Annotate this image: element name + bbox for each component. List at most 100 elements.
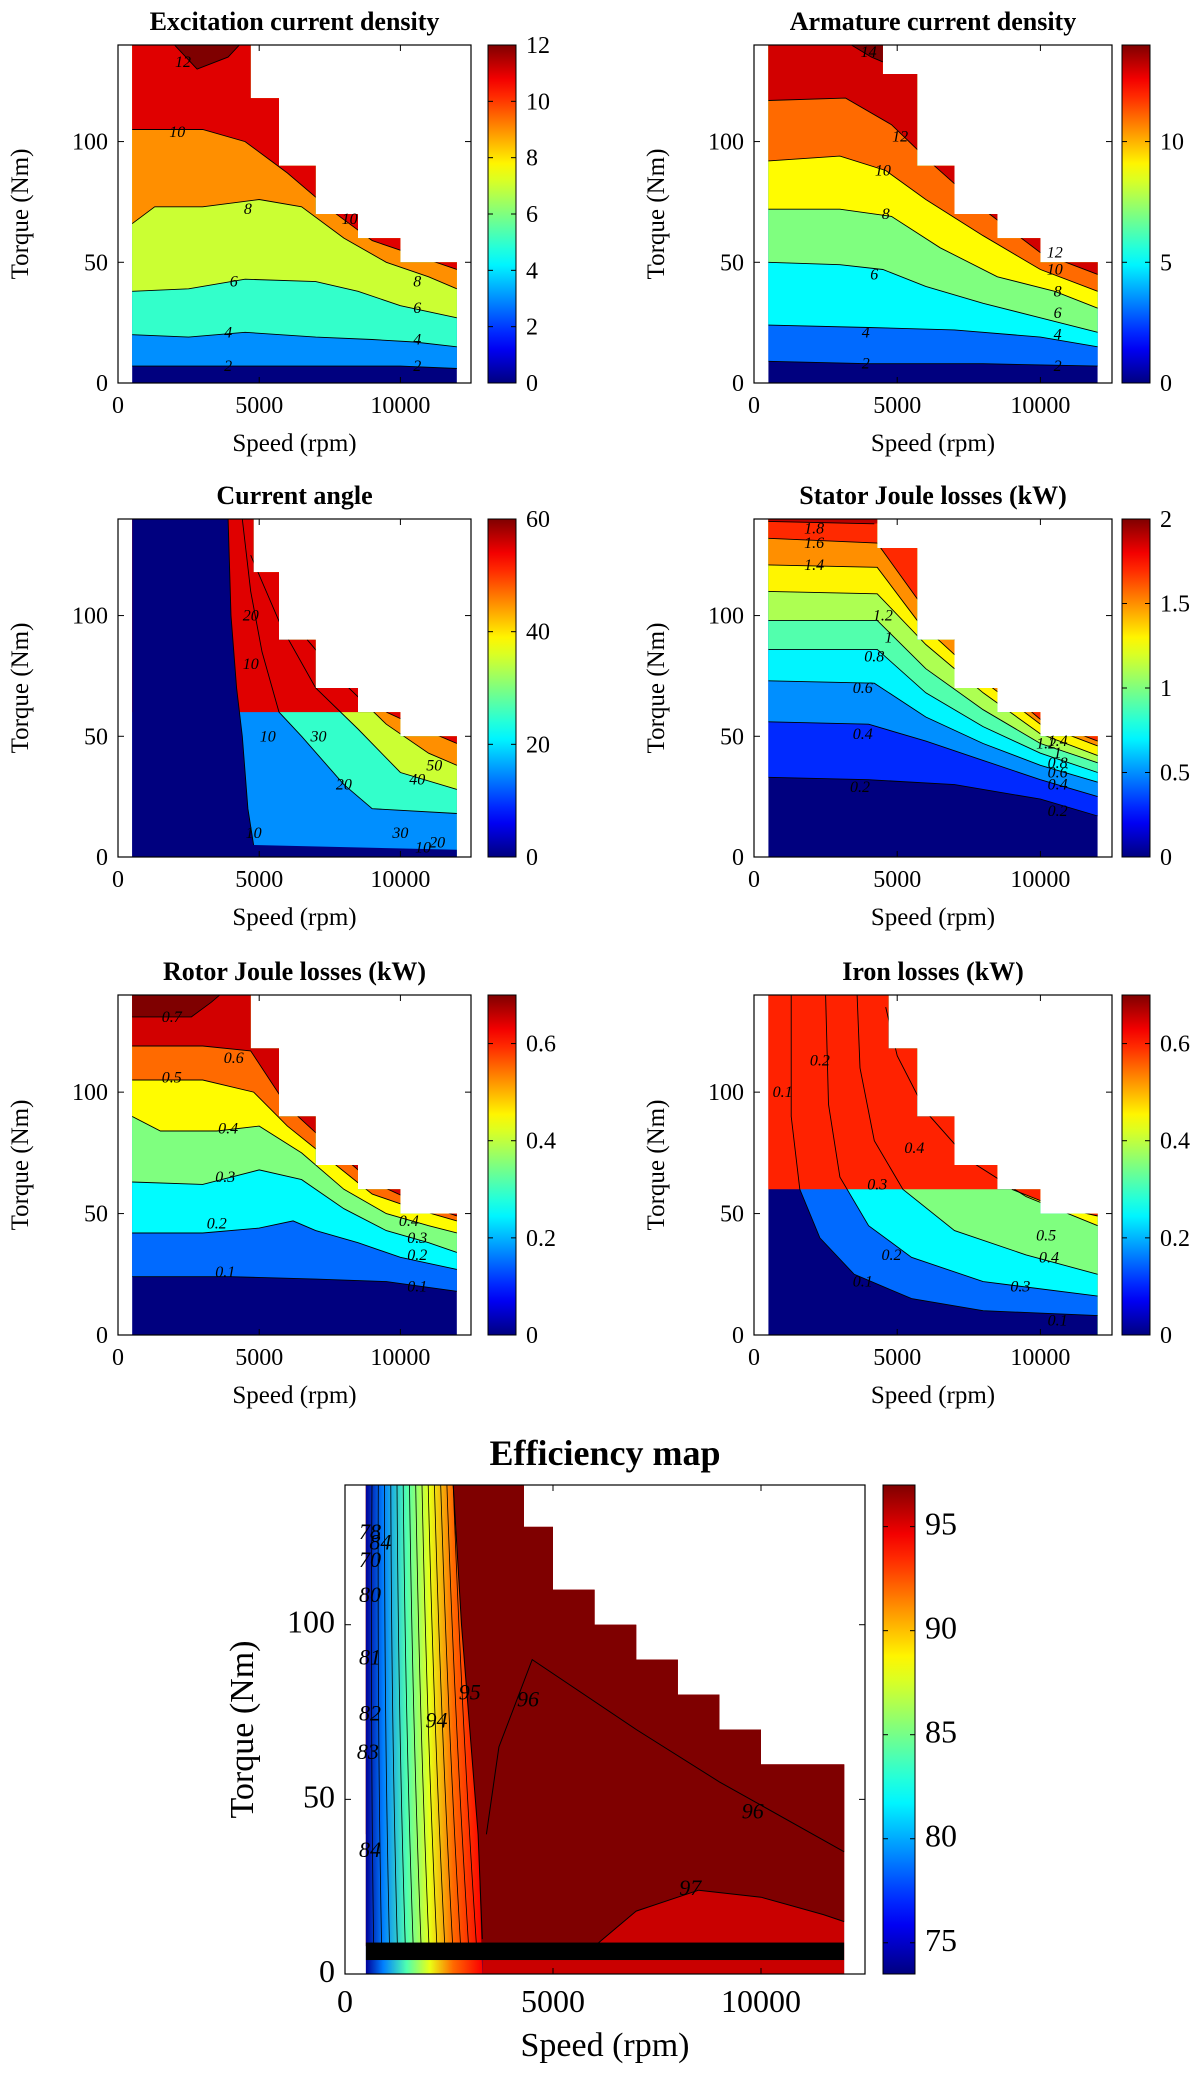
- contour-lines: [790, 995, 1098, 1317]
- y-tick-label: 50: [84, 1202, 108, 1228]
- y-tick-label: 50: [720, 250, 744, 276]
- contour-label: 0.3: [215, 1169, 235, 1186]
- colorbar-tick-label: 0.6: [1160, 1032, 1190, 1058]
- contour-line: [768, 520, 875, 525]
- contour-label: 0.4: [904, 1140, 924, 1157]
- contour-label: 8: [1054, 283, 1062, 300]
- colorbar: [1121, 994, 1151, 1336]
- contour-label: 0.2: [850, 779, 870, 796]
- y-tick-label: 100: [72, 1080, 108, 1106]
- x-tick-label: 10000: [721, 1983, 801, 2019]
- contour-label: 8: [882, 206, 890, 223]
- colorbar-tick-label: 0: [1160, 371, 1172, 397]
- colorbar-tick-label: 0.4: [1160, 1129, 1190, 1155]
- contour-line: [227, 519, 255, 845]
- contour-lines: [768, 45, 1098, 367]
- colorbar-tick-label: 10: [1160, 130, 1184, 156]
- contour-label: 8: [244, 201, 252, 218]
- contour-label: 0.4: [1039, 1249, 1059, 1266]
- y-tick-label: 50: [84, 724, 108, 750]
- contour-label: 2: [862, 356, 870, 373]
- contour-band: [132, 995, 457, 1017]
- contour-line: [768, 619, 1098, 764]
- contour-line: [132, 199, 457, 290]
- colorbar-tick-label: 0: [1160, 845, 1172, 871]
- contour-fills: [365, 1485, 845, 1974]
- contour-labels: 0.1 0.2 0.1 0.2 0.3 0.4 0.5 0.4 0.3 0.1: [773, 1053, 1068, 1330]
- colorbar-tick-label: 0: [526, 371, 538, 397]
- contour-label: 95: [459, 1680, 481, 1705]
- colorbar-tick-label: 0: [526, 1323, 538, 1349]
- contour-label: 0.6: [853, 680, 873, 697]
- contour-label: 0.2: [882, 1247, 902, 1264]
- contour-label: 0.6: [1048, 765, 1068, 782]
- contour-label: 30: [391, 825, 408, 842]
- colorbar-tick-label: 60: [526, 507, 550, 533]
- axes-box: [117, 518, 472, 858]
- contour-line: [768, 155, 1098, 292]
- x-tick-label: 10000: [370, 867, 430, 893]
- contour-label: 10: [875, 163, 891, 180]
- contour-label: 0.1: [407, 1278, 427, 1295]
- y-tick-label: 50: [303, 1778, 335, 1814]
- contour-line: [174, 45, 240, 70]
- x-axis-label: Speed (rpm): [232, 430, 356, 457]
- y-tick-label: 0: [732, 845, 744, 871]
- contour-label: 10: [415, 839, 431, 856]
- colorbar-tick-label: 4: [526, 258, 538, 284]
- contour-line: [409, 1485, 422, 1947]
- contour-line: [856, 995, 1098, 1275]
- contour-label: 84: [369, 1529, 391, 1554]
- panel-4: 0.20.40.60.811.21.41.61.81.41.210.80.60.…: [643, 481, 1190, 931]
- contour-line: [768, 776, 1098, 817]
- contour-label: 0.3: [867, 1176, 887, 1193]
- x-axis-label: Speed (rpm): [871, 430, 995, 457]
- contour-fills: [132, 45, 457, 383]
- contour-artifact: [365, 1942, 845, 1961]
- colorbar-tick-label: 0: [526, 845, 538, 871]
- y-tick-label: 0: [96, 371, 108, 397]
- contour-line: [402, 1485, 414, 1947]
- contour-label: 50: [426, 757, 442, 774]
- contour-labels: 0.20.40.60.811.21.41.61.81.41.210.80.60.…: [804, 521, 1068, 820]
- y-axis-label: Torque (Nm): [643, 1100, 670, 1231]
- contour-line: [132, 331, 457, 348]
- contour-label: 20: [243, 608, 259, 625]
- contour-line: [452, 1485, 477, 1947]
- colorbar-tick-label: 2: [526, 315, 538, 341]
- contour-label: 97: [679, 1875, 702, 1900]
- axes-box: [753, 44, 1113, 384]
- y-tick-label: 100: [72, 130, 108, 156]
- contour-line: [421, 1485, 438, 1947]
- contour-line: [768, 360, 1098, 367]
- contour-line: [446, 1485, 469, 1947]
- contour-line: [768, 590, 1098, 757]
- x-tick-label: 5000: [873, 1345, 921, 1371]
- colorbar-tick-label: 6: [526, 202, 538, 228]
- y-tick-label: 0: [732, 1323, 744, 1349]
- y-axis-label: Torque (Nm): [7, 623, 34, 754]
- contour-label: 4: [413, 332, 421, 349]
- contour-label: 1.4: [1048, 733, 1068, 750]
- contour-line: [768, 324, 1098, 348]
- y-tick-label: 0: [319, 1953, 335, 1989]
- contour-label: 70: [359, 1547, 381, 1572]
- contour-label: 1.2: [1036, 736, 1056, 753]
- contour-label: 1.6: [804, 535, 824, 552]
- colorbar: [487, 994, 517, 1336]
- colorbar: [882, 1484, 916, 1975]
- x-axis-label: Speed (rpm): [871, 1382, 995, 1409]
- y-axis-label: Torque (Nm): [224, 1641, 261, 1819]
- contour-label: 1.8: [804, 521, 824, 538]
- contour-line: [485, 1658, 845, 1853]
- x-axis-label: Speed (rpm): [232, 1382, 356, 1409]
- contour-labels: 2 4 6 8 10 10 8 6 4 2 12: [169, 54, 421, 375]
- colorbar-tick-label: 95: [925, 1506, 957, 1542]
- contour-label: 0.4: [399, 1213, 419, 1230]
- x-tick-label: 0: [112, 393, 124, 419]
- contour-label: 8: [413, 274, 421, 291]
- colorbar-tick-label: 12: [526, 33, 550, 59]
- colorbar-tick-label: 1.5: [1160, 592, 1190, 618]
